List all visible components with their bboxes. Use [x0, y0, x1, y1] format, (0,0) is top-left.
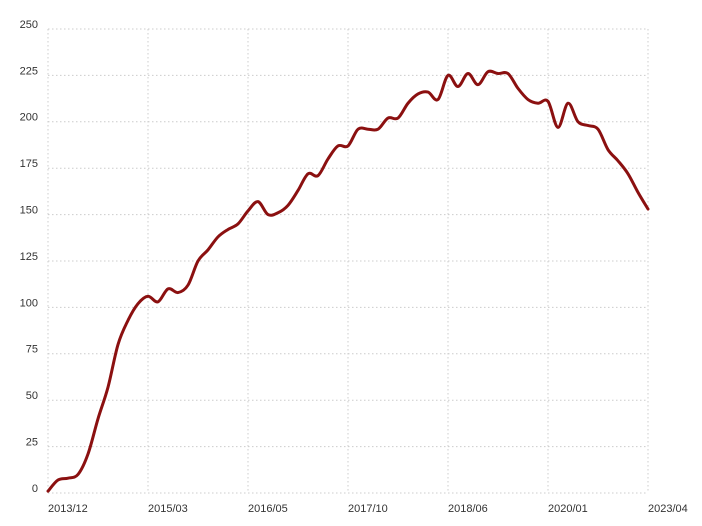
x-tick-label: 2023/04 — [648, 503, 688, 515]
y-tick-label: 200 — [20, 112, 38, 124]
x-tick-label: 2020/01 — [548, 503, 588, 515]
y-tick-label: 25 — [26, 437, 38, 449]
x-tick-label: 2013/12 — [48, 503, 88, 515]
y-tick-label: 125 — [20, 251, 38, 263]
x-tick-label: 2018/06 — [448, 503, 488, 515]
x-tick-label: 2015/03 — [148, 503, 188, 515]
y-tick-label: 0 — [32, 483, 38, 495]
y-tick-label: 250 — [20, 19, 38, 31]
line — [46, 69, 650, 493]
y-tick-label: 150 — [20, 205, 38, 217]
y-tick-label: 100 — [20, 297, 38, 309]
y-tick-label: 50 — [26, 390, 38, 402]
y-tick-label: 225 — [20, 65, 38, 77]
y-tick-label: 75 — [26, 344, 38, 356]
x-tick-label: 2017/10 — [348, 503, 388, 515]
x-tick-label: 2016/05 — [248, 503, 288, 515]
y-tick-label: 175 — [20, 158, 38, 170]
